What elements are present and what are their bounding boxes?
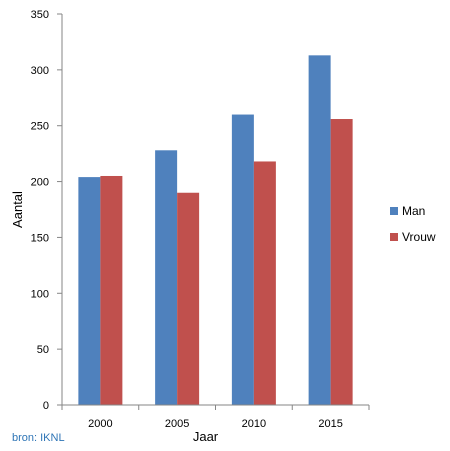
y-tick-label: 350 [31, 9, 49, 21]
bar-man-2015 [308, 55, 331, 405]
y-tick-label: 100 [31, 288, 49, 300]
legend: Man Vrouw [390, 204, 436, 244]
bars-group [78, 55, 353, 406]
y-tick-label: 0 [43, 400, 49, 412]
legend-swatch-man [390, 207, 398, 215]
y-tick-label: 300 [31, 65, 49, 77]
y-tick-group: 0 50 100 150 200 250 300 350 [31, 9, 62, 412]
x-tick-label: 2015 [318, 418, 342, 430]
source-note: bron: IKNL [12, 432, 65, 444]
legend-label-vrouw: Vrouw [402, 230, 436, 244]
bar-man-2005 [155, 150, 178, 405]
y-tick-label: 50 [37, 344, 49, 356]
bar-vrouw-2010 [253, 161, 276, 405]
y-tick-label: 150 [31, 232, 49, 244]
bar-man-2010 [231, 114, 254, 406]
bar-vrouw-2015 [330, 119, 353, 406]
x-tick-label: 2010 [242, 418, 266, 430]
x-axis-title: Jaar [193, 429, 219, 444]
bar-man-2000 [78, 177, 101, 405]
x-tick-group: 2000 2005 2010 2015 [61, 405, 370, 430]
x-tick-label: 2005 [165, 418, 189, 430]
y-tick-label: 200 [31, 177, 49, 189]
bar-vrouw-2000 [100, 175, 123, 405]
y-axis-title: Aantal [10, 191, 25, 228]
y-tick-label: 250 [31, 121, 49, 133]
x-tick-label: 2000 [88, 418, 112, 430]
legend-swatch-vrouw [390, 233, 398, 241]
legend-label-man: Man [402, 204, 425, 218]
bar-vrouw-2005 [177, 192, 200, 405]
